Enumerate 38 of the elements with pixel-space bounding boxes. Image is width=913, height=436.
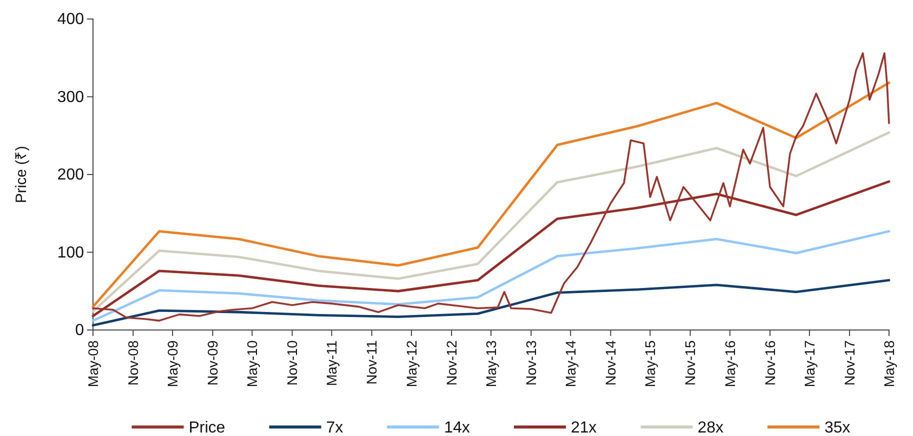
x-tick-label: May-15 — [642, 340, 658, 388]
y-tick-label: 100 — [57, 244, 84, 262]
y-tick-label: 0 — [75, 322, 84, 340]
legend-label: 21x — [570, 420, 597, 436]
line-series — [92, 82, 890, 308]
y-tick-label: 300 — [57, 88, 84, 106]
line-series — [92, 131, 890, 313]
x-tick-label: Nov-12 — [443, 340, 460, 386]
x-tick-label: Nov-11 — [364, 340, 380, 384]
legend-label: 35x — [824, 420, 850, 436]
legend-label: 28x — [698, 420, 724, 436]
x-tick-label: May-12 — [403, 340, 420, 388]
legend-label: 7x — [326, 420, 344, 436]
line-series — [92, 279, 890, 327]
line-series — [92, 52, 890, 322]
x-tick-label: May-10 — [244, 340, 260, 388]
x-tick-label: Nov-13 — [523, 340, 540, 386]
x-tick-label: Nov-10 — [284, 340, 300, 386]
line-series — [92, 230, 890, 322]
x-tick-label: May-18 — [880, 340, 897, 388]
legend-label: 14x — [444, 420, 470, 436]
x-tick-label: May-09 — [164, 340, 180, 388]
y-tick-label: 200 — [57, 166, 84, 184]
x-tick-label: Nov-17 — [841, 340, 858, 386]
x-tick-label: May-11 — [324, 340, 340, 386]
x-tick-label: May-16 — [722, 340, 738, 388]
y-tick-label: 400 — [57, 11, 84, 28]
y-axis-title: Price (₹) — [13, 146, 30, 204]
x-tick-label: Nov-14 — [602, 340, 619, 386]
x-tick-label: Nov-08 — [125, 340, 142, 386]
x-tick-label: May-13 — [482, 340, 499, 388]
x-tick-label: Nov-09 — [204, 340, 221, 386]
x-tick-label: May-08 — [84, 340, 101, 388]
x-tick-label: May-14 — [562, 340, 578, 388]
x-tick-label: Nov-16 — [762, 340, 778, 386]
x-tick-label: Nov-15 — [682, 340, 698, 386]
legend-label: Price — [188, 420, 226, 436]
x-tick-label: May-17 — [801, 340, 818, 388]
